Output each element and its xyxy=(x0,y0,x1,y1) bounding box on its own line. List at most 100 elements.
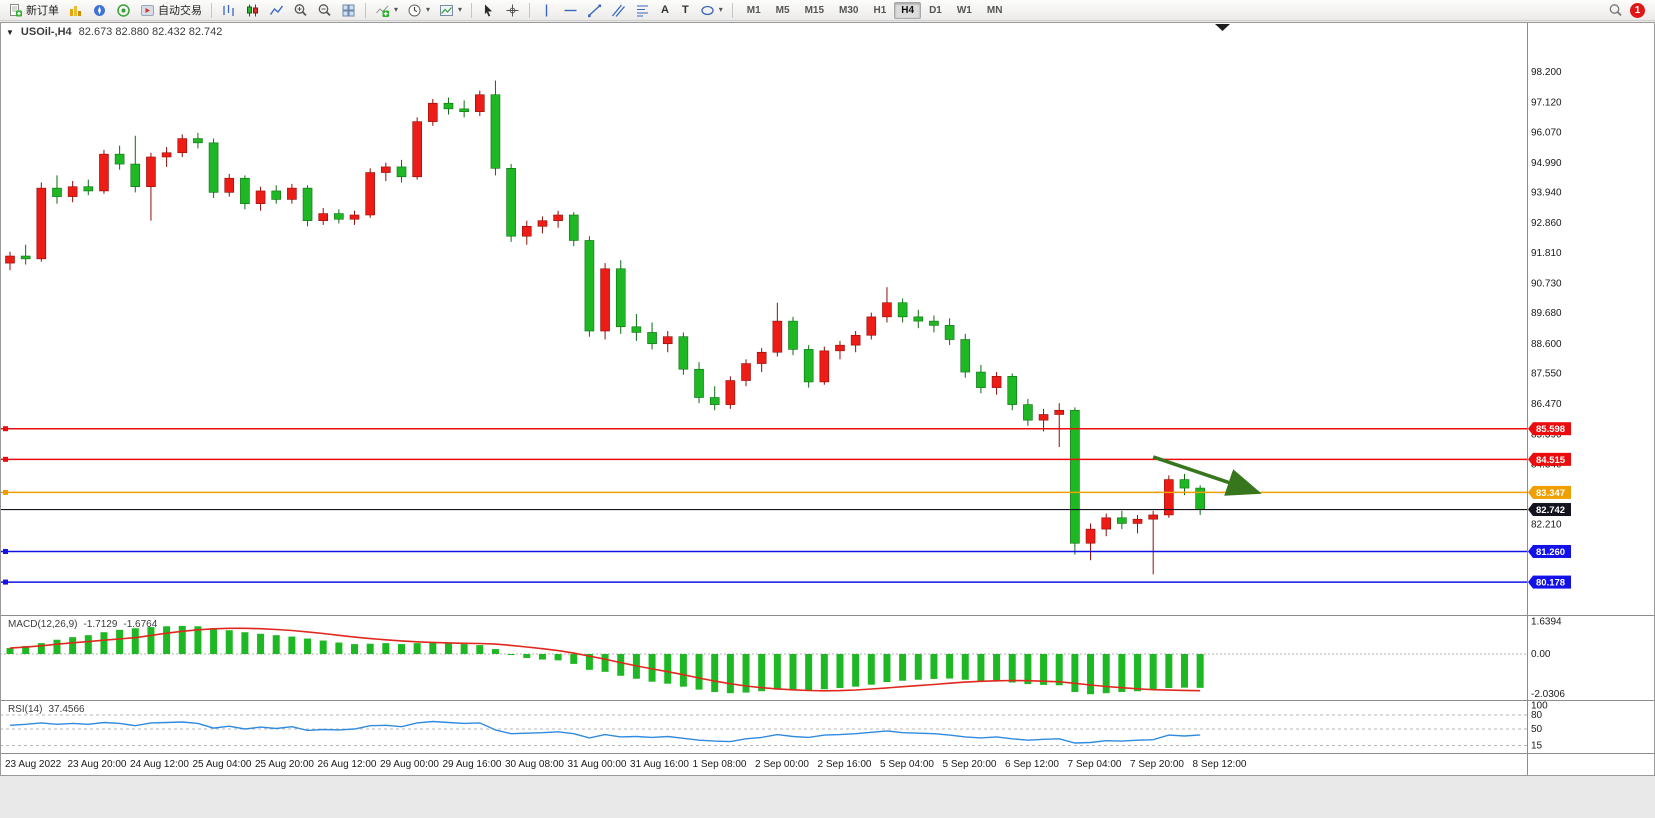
candle-body[interactable] xyxy=(83,186,94,192)
candle-body[interactable] xyxy=(490,94,501,169)
new-order-button[interactable]: 新订单 xyxy=(4,1,63,19)
candle-body[interactable] xyxy=(615,268,626,328)
candle-body[interactable] xyxy=(678,336,689,370)
text-tool-button[interactable]: A xyxy=(655,1,675,19)
candle-body[interactable] xyxy=(1085,528,1096,544)
candle-body[interactable] xyxy=(506,168,516,237)
zoom-in-button[interactable] xyxy=(289,1,312,19)
candle-body[interactable] xyxy=(991,375,1002,388)
candle-body[interactable] xyxy=(631,326,642,333)
candle-body[interactable] xyxy=(553,214,563,221)
candle-body[interactable] xyxy=(20,255,31,260)
candle-body[interactable] xyxy=(694,368,704,398)
candle-body[interactable] xyxy=(5,255,15,264)
candle-body[interactable] xyxy=(396,166,407,178)
candle-body[interactable] xyxy=(255,190,266,204)
candle-body[interactable] xyxy=(944,325,955,340)
auto-trading-button[interactable]: 自动交易 xyxy=(136,1,206,19)
candle-body[interactable] xyxy=(756,351,767,364)
candle-body[interactable] xyxy=(835,344,845,352)
candle-body[interactable] xyxy=(1054,409,1065,415)
notification-badge[interactable]: 1 xyxy=(1630,2,1645,18)
cursor-button[interactable] xyxy=(477,1,500,19)
candle-body[interactable] xyxy=(819,350,830,383)
candle-body[interactable] xyxy=(584,240,595,332)
candle-body[interactable] xyxy=(647,332,657,345)
candle-body[interactable] xyxy=(349,214,360,220)
timeframe-button-h4[interactable]: H4 xyxy=(894,1,922,19)
candle-body[interactable] xyxy=(976,371,986,388)
timeframe-button-m30[interactable]: M30 xyxy=(839,4,859,16)
candle-body[interactable] xyxy=(741,363,751,381)
candle-body[interactable] xyxy=(1132,518,1143,524)
candle-body[interactable] xyxy=(412,121,422,178)
candle-body[interactable] xyxy=(428,102,438,122)
candle-body[interactable] xyxy=(913,316,924,322)
market-watch-button[interactable] xyxy=(64,1,87,19)
candle-body[interactable] xyxy=(161,152,172,158)
candle-body[interactable] xyxy=(882,302,892,318)
candle-body[interactable] xyxy=(474,94,485,113)
zoom-out-button[interactable] xyxy=(313,1,336,19)
candle-body[interactable] xyxy=(788,320,798,350)
candle-body[interactable] xyxy=(130,163,141,187)
candle-body[interactable] xyxy=(521,226,532,237)
timeframe-button-m1[interactable]: M1 xyxy=(746,4,761,16)
vertical-line-button[interactable] xyxy=(535,1,558,19)
timeframe-button-h1[interactable]: H1 xyxy=(873,4,887,16)
candle-body[interactable] xyxy=(365,172,375,216)
candlestick-chart-button[interactable] xyxy=(241,1,264,19)
candle-body[interactable] xyxy=(36,187,47,260)
candle-body[interactable] xyxy=(772,320,783,353)
level-handle[interactable] xyxy=(3,548,8,554)
collapse-triangle-icon[interactable]: ▼ xyxy=(6,27,14,37)
level-handle[interactable] xyxy=(3,579,8,585)
candle-body[interactable] xyxy=(224,177,235,193)
candle-body[interactable] xyxy=(1101,517,1111,530)
candle-body[interactable] xyxy=(960,339,971,373)
periods-button[interactable]: ▾ xyxy=(403,1,434,19)
timeframe-button-m5[interactable]: M5 xyxy=(775,4,790,16)
level-handle[interactable] xyxy=(3,489,8,495)
candle-body[interactable] xyxy=(537,220,548,227)
candle-body[interactable] xyxy=(1164,479,1174,516)
candle-body[interactable] xyxy=(99,153,109,192)
candle-body[interactable] xyxy=(897,302,908,318)
candle-body[interactable] xyxy=(1038,414,1049,421)
candle-body[interactable] xyxy=(709,397,720,405)
horizontal-line-button[interactable] xyxy=(559,1,582,19)
candle-body[interactable] xyxy=(803,349,814,383)
terminal-button[interactable] xyxy=(112,1,135,19)
candle-body[interactable] xyxy=(114,153,125,165)
candle-body[interactable] xyxy=(1148,514,1158,520)
candle-body[interactable] xyxy=(459,108,469,113)
shapes-button[interactable]: ▾ xyxy=(696,1,727,19)
timeframe-button-d1[interactable]: D1 xyxy=(929,4,942,16)
timeframe-button-w1[interactable]: W1 xyxy=(956,4,972,16)
level-handle[interactable] xyxy=(3,426,8,432)
candle-body[interactable] xyxy=(240,177,250,204)
candle-body[interactable] xyxy=(318,213,329,221)
candle-body[interactable] xyxy=(177,138,188,154)
candle-body[interactable] xyxy=(1023,404,1033,421)
candle-body[interactable] xyxy=(1007,375,1018,405)
candle-body[interactable] xyxy=(381,166,391,173)
candle-body[interactable] xyxy=(568,214,579,241)
candle-body[interactable] xyxy=(1195,487,1205,510)
candle-body[interactable] xyxy=(866,316,877,336)
templates-button[interactable]: ▾ xyxy=(435,1,466,19)
candle-body[interactable] xyxy=(287,187,297,200)
trendline-button[interactable] xyxy=(583,1,606,19)
candle-body[interactable] xyxy=(334,213,344,220)
candle-body[interactable] xyxy=(443,102,454,110)
candle-body[interactable] xyxy=(600,268,610,332)
candle-body[interactable] xyxy=(52,187,62,197)
candle-body[interactable] xyxy=(302,187,313,221)
candle-body[interactable] xyxy=(850,334,861,346)
candle-body[interactable] xyxy=(1179,479,1190,489)
line-chart-button[interactable] xyxy=(265,1,288,19)
channel-button[interactable] xyxy=(607,1,630,19)
navigator-button[interactable] xyxy=(88,1,111,19)
candle-body[interactable] xyxy=(193,138,203,144)
